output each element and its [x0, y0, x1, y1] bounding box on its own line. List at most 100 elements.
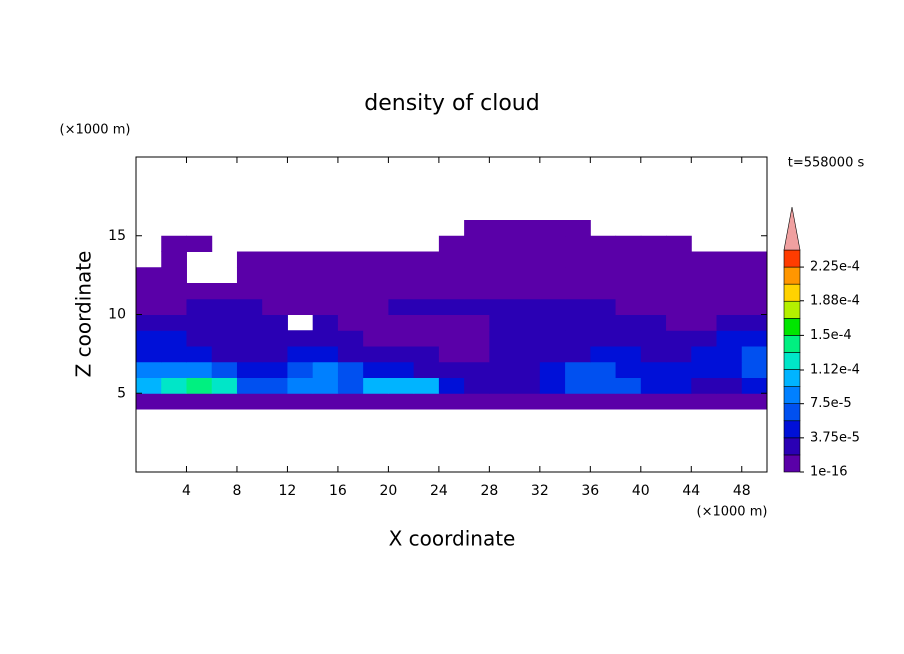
contour-cell [615, 251, 642, 268]
contour-cell [438, 361, 465, 378]
contour-cell [716, 346, 743, 363]
contour-cell [236, 298, 263, 315]
contour-cell [186, 393, 213, 410]
contour-cell [363, 314, 389, 331]
contour-cell [489, 314, 516, 331]
contour-cell [161, 377, 187, 394]
contour-cell [640, 251, 667, 268]
contour-cell [489, 220, 516, 237]
contour-cell [211, 314, 238, 331]
contour-cell [287, 267, 314, 284]
x-tick-label: 20 [379, 483, 397, 499]
contour-cell [666, 298, 692, 315]
contour-cell [161, 346, 187, 363]
contour-cell [413, 361, 440, 378]
contour-cell [666, 314, 692, 331]
contour-cell [691, 330, 718, 347]
contour-cell [691, 393, 718, 410]
contour-cell [161, 361, 187, 378]
contour-cell [514, 393, 541, 410]
colorbar-tick-label: 1e-16 [810, 465, 848, 480]
contour-cell [161, 267, 187, 284]
contour-cell [741, 361, 768, 378]
contour-cell [716, 283, 743, 300]
contour-cell [741, 330, 768, 347]
contour-cell [489, 330, 516, 347]
contour-cell [489, 377, 516, 394]
contour-cell [539, 251, 566, 268]
contour-cell [489, 393, 516, 410]
contour-cell [262, 267, 288, 284]
contour-cell [337, 251, 364, 268]
contour-cell [640, 346, 667, 363]
contour-cell [590, 251, 617, 268]
contour-cell [640, 283, 667, 300]
contour-cell [363, 330, 389, 347]
contour-cell [590, 235, 617, 252]
contour-cell [287, 330, 314, 347]
contour-cell [615, 283, 642, 300]
contour-cell [136, 283, 162, 300]
colorbar-band [783, 300, 801, 319]
contour-cell [312, 298, 339, 315]
colorbar-extend [783, 206, 801, 251]
contour-cell [211, 298, 238, 315]
contour-cell [489, 346, 516, 363]
contour-cell [464, 283, 490, 300]
contour-cell [464, 314, 490, 331]
contour-cell [438, 314, 465, 331]
contour-cell [489, 267, 516, 284]
contour-cell [640, 314, 667, 331]
contour-cell [741, 314, 768, 331]
contour-cell [666, 267, 692, 284]
colorbar-tick-label: 1.5e-4 [810, 328, 852, 343]
contour-cell [464, 251, 490, 268]
contour-cell [590, 330, 617, 347]
contour-cell [741, 393, 768, 410]
contour-cell [716, 377, 743, 394]
contour-cell [413, 283, 440, 300]
contour-cell [539, 267, 566, 284]
contour-cell [464, 361, 490, 378]
contour-cell [363, 267, 389, 284]
contour-cell [615, 298, 642, 315]
y-unit: (×1000 m) [60, 123, 131, 138]
contour-cell [539, 235, 566, 252]
contour-cell [312, 251, 339, 268]
contour-cell [413, 330, 440, 347]
contour-cell [287, 361, 314, 378]
contour-cell [388, 314, 415, 331]
contour-cell [565, 235, 591, 252]
contour-cell [161, 298, 187, 315]
contour-cell [262, 361, 288, 378]
contour-cell [186, 283, 213, 300]
contour-cell [337, 346, 364, 363]
contour-cell [640, 298, 667, 315]
y-axis-label: Z coordinate [72, 251, 96, 378]
contour-cell [539, 361, 566, 378]
contour-cell [514, 220, 541, 237]
contour-cell [363, 361, 389, 378]
contour-cell [464, 235, 490, 252]
contour-cell [186, 330, 213, 347]
contour-cell [615, 346, 642, 363]
contour-cell [413, 377, 440, 394]
contour-cell [666, 251, 692, 268]
contour-cell [236, 251, 263, 268]
contour-cell [464, 393, 490, 410]
contour-cell [539, 220, 566, 237]
contour-cell [666, 346, 692, 363]
contour-cell [186, 346, 213, 363]
colorbar-band [783, 266, 801, 285]
colorbar-tick-label: 3.75e-5 [810, 430, 860, 445]
x-tick-label: 4 [182, 483, 191, 499]
contour-cell [438, 267, 465, 284]
colorbar-band [783, 352, 801, 370]
contour-cell [489, 283, 516, 300]
contour-cell [666, 283, 692, 300]
contour-cell [489, 361, 516, 378]
contour-cell [262, 283, 288, 300]
contour-cell [565, 298, 591, 315]
contour-cell [262, 330, 288, 347]
contour-cell [615, 267, 642, 284]
